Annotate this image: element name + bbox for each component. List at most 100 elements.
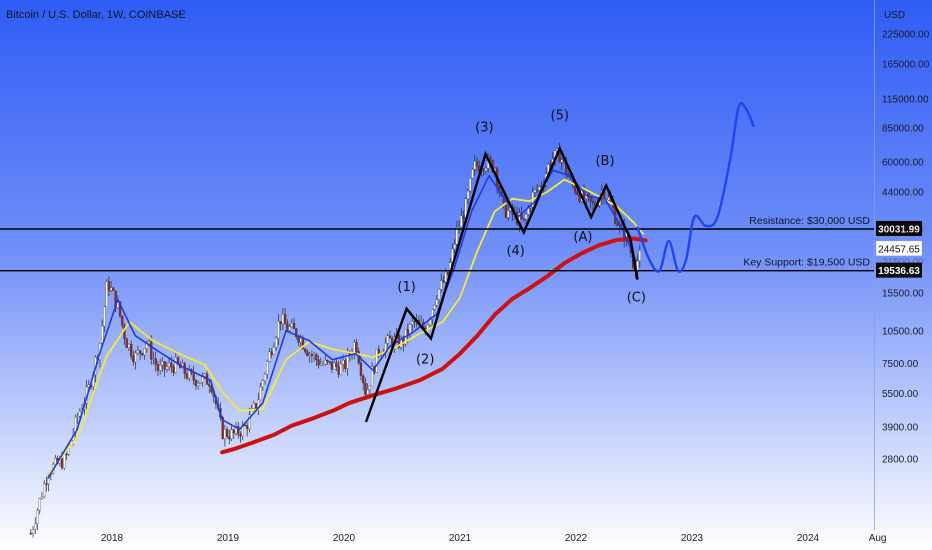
candle-body: [368, 385, 372, 390]
candle-body: [174, 357, 177, 373]
chart-title: Bitcoin / U.S. Dollar, 1W, COINBASE: [6, 9, 186, 21]
candle-body: [484, 168, 488, 171]
current-price-value: 24457.65: [878, 244, 920, 255]
candle-body: [76, 416, 79, 418]
candle-body: [127, 343, 131, 348]
candle-body: [366, 389, 369, 395]
candle-body: [170, 362, 173, 368]
candle-body: [607, 197, 610, 201]
candle-body: [636, 260, 639, 272]
candle-body: [299, 338, 302, 343]
candle-body: [45, 483, 48, 485]
candle-body: [163, 361, 166, 370]
candle-body: [304, 348, 307, 352]
candle-body: [36, 510, 39, 525]
candle-body: [457, 226, 461, 228]
candle-body: [524, 214, 528, 220]
candle-body: [130, 343, 133, 357]
candle-body: [167, 362, 171, 367]
candle-body: [246, 425, 249, 430]
candle-body: [286, 323, 289, 331]
candle-body: [489, 157, 492, 161]
candle-body: [208, 384, 211, 387]
candle-body: [268, 351, 271, 362]
price-tick-label: 85000.00: [882, 124, 924, 135]
candle-body: [134, 352, 137, 363]
candle-body: [107, 281, 111, 291]
candle-body: [337, 366, 340, 375]
candle-body: [344, 360, 347, 369]
candle-body: [308, 354, 311, 356]
candle-body: [230, 429, 233, 440]
candle-body: [386, 335, 389, 344]
candle-body: [103, 306, 106, 327]
price-tag-box: [876, 262, 922, 278]
candle-body: [375, 349, 378, 373]
candle-body: [437, 289, 441, 300]
wave-label: (B): [595, 154, 614, 169]
price-tag-box: [876, 220, 922, 236]
candle-body: [34, 523, 37, 530]
candle-body: [121, 315, 124, 326]
wave-path: [364, 145, 639, 423]
time-tick-label: 2018: [101, 533, 124, 544]
candle-body: [536, 189, 539, 192]
time-tick-label: Aug: [869, 533, 887, 544]
price-tick-label: 15500.00: [882, 289, 924, 300]
candle-body: [388, 335, 392, 339]
candle-body: [43, 483, 46, 498]
candle-body: [297, 336, 300, 343]
candle-body: [339, 363, 343, 375]
axis-unit-label: USD: [884, 10, 905, 21]
time-tick-label: 2021: [449, 533, 472, 544]
time-tick-label: 2022: [565, 533, 588, 544]
time-axis[interactable]: 2018 2019 2020 2021 2022 2023 2024 Aug: [101, 533, 887, 544]
candle-body: [315, 354, 318, 360]
candle-body: [132, 356, 135, 363]
candle-body: [326, 360, 329, 362]
candle-body: [60, 458, 64, 469]
candle-body: [319, 363, 322, 366]
candle-body: [147, 341, 151, 344]
candle-body: [330, 361, 334, 370]
candle-body: [377, 349, 380, 354]
price-tick-label: 21500.00: [882, 257, 924, 268]
time-tick-label: 2024: [797, 533, 820, 544]
candle-body: [161, 361, 164, 366]
candle-body: [324, 360, 327, 365]
candle-body: [272, 346, 276, 355]
candle-body: [156, 364, 160, 371]
candle-body: [283, 314, 287, 325]
candle-body: [317, 359, 320, 366]
candle-body: [185, 373, 189, 379]
candle-body: [40, 496, 44, 499]
candle-body: [504, 202, 508, 218]
candle-body: [359, 362, 363, 376]
wave-label: (2): [416, 352, 434, 367]
price-axis[interactable]: 225000.00 165000.00 115000.00 85000.00 60000…: [874, 0, 930, 530]
candle-body: [453, 244, 456, 250]
candle-body: [466, 190, 470, 200]
candle-body: [154, 358, 157, 365]
price-tag-value: 30031.99: [878, 224, 920, 235]
candle-body: [263, 374, 267, 381]
candle-body: [109, 287, 113, 291]
candle-body: [306, 351, 309, 356]
wave-label: (1): [397, 280, 415, 295]
candle-body: [471, 169, 474, 179]
candle-body: [136, 350, 140, 354]
wave-label: (4): [506, 244, 524, 259]
candle-body: [431, 309, 434, 320]
projection-path: [636, 101, 755, 273]
candle-body: [295, 328, 298, 338]
candle-body: [455, 227, 459, 245]
candle-body: [281, 314, 285, 325]
candle-body: [616, 223, 619, 226]
candle-body: [288, 326, 291, 331]
candle-body: [362, 375, 365, 384]
candle-body: [538, 186, 541, 191]
candle-body: [112, 287, 115, 291]
candle-body: [440, 280, 443, 290]
